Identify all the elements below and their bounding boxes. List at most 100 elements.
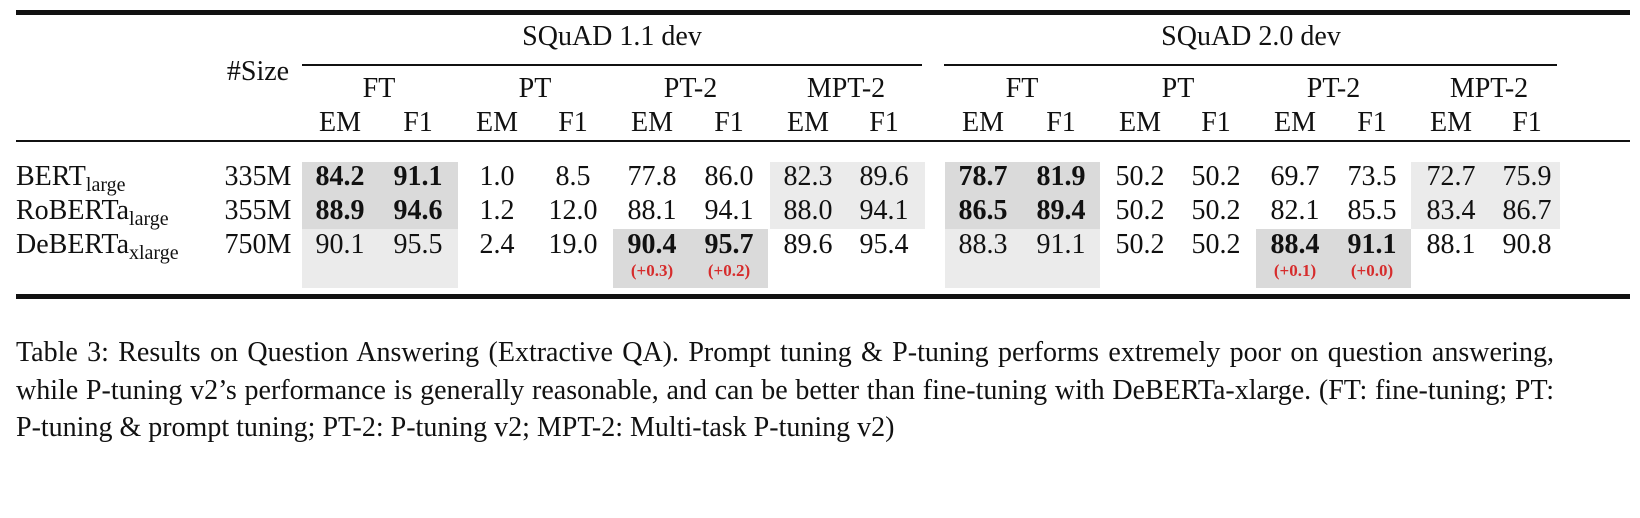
table-cell: 1.0	[479, 161, 515, 192]
metric-header: F1	[1201, 107, 1231, 138]
table-cell: 12.0	[548, 195, 598, 226]
metric-header: EM	[1119, 107, 1161, 138]
method-header: FT	[362, 73, 396, 104]
table-cell: 91.1	[393, 161, 443, 192]
table-cell: 86.0	[704, 161, 754, 192]
shade-region	[945, 229, 1100, 288]
table-cell: 95.5	[393, 229, 443, 260]
top-rule	[16, 10, 1630, 15]
table-cell: 95.4	[859, 229, 909, 260]
table-cell: 50.2	[1191, 195, 1241, 226]
table-cell: 78.7	[958, 161, 1008, 192]
method-header: PT-2	[1306, 73, 1361, 104]
table-caption: Table 3: Results on Question Answering (…	[16, 337, 1554, 443]
table-cell: 84.2	[315, 161, 365, 192]
table-cell: 90.8	[1502, 229, 1552, 260]
model-name-subscript: large	[85, 174, 126, 196]
metric-header: F1	[1357, 107, 1387, 138]
model-name: BERTlarge	[16, 162, 126, 200]
improvement-delta: (+0.2)	[707, 261, 751, 280]
table-cell: 90.1	[315, 229, 365, 260]
table-cell: 86.7	[1502, 195, 1552, 226]
table-cell: 94.1	[704, 195, 754, 226]
model-name: RoBERTalarge	[16, 196, 169, 234]
method-header: FT	[1005, 73, 1039, 104]
table-cell: 91.1	[1036, 229, 1086, 260]
metric-header: EM	[1274, 107, 1316, 138]
model-name-subscript: xlarge	[129, 242, 179, 264]
shade-region	[302, 229, 458, 288]
shade-region	[613, 229, 768, 288]
dataset-header: SQuAD 2.0 dev	[1161, 21, 1341, 52]
shade-region	[770, 162, 925, 229]
table-cell: 86.5	[958, 195, 1008, 226]
metric-header: F1	[714, 107, 744, 138]
metric-header: F1	[558, 107, 588, 138]
method-header: PT	[518, 73, 552, 104]
table-cell: 8.5	[555, 161, 591, 192]
metric-header: EM	[319, 107, 361, 138]
model-size: 750M	[224, 229, 292, 260]
table-cell: 50.2	[1115, 229, 1165, 260]
model-name-base: BERT	[16, 161, 86, 192]
table-cell: 69.7	[1270, 161, 1320, 192]
model-size: 355M	[224, 195, 292, 226]
table-cell: 19.0	[548, 229, 598, 260]
dataset-header: SQuAD 1.1 dev	[522, 21, 702, 52]
table-cell: 77.8	[627, 161, 677, 192]
size-column-header: #Size	[226, 56, 290, 87]
method-header: PT	[1161, 73, 1195, 104]
table-cell: 88.3	[958, 229, 1008, 260]
table-cell: 50.2	[1191, 161, 1241, 192]
table-cell: 75.9	[1502, 161, 1552, 192]
table-cell: 82.3	[783, 161, 833, 192]
method-header: MPT-2	[806, 73, 886, 104]
model-name-base: DeBERTa	[16, 229, 129, 260]
table-cell: 88.0	[783, 195, 833, 226]
metric-header: EM	[631, 107, 673, 138]
table-cell: 91.1	[1347, 229, 1397, 260]
bottom-rule	[16, 294, 1630, 299]
model-name-subscript: large	[129, 208, 169, 230]
table-cell: 1.2	[479, 195, 515, 226]
shade-region	[1411, 162, 1560, 229]
table-cell: 90.4	[627, 229, 677, 260]
shade-region	[1256, 229, 1411, 288]
table-cell: 88.9	[315, 195, 365, 226]
metric-header: EM	[1430, 107, 1472, 138]
shade-region	[945, 162, 1100, 229]
table-cell: 94.6	[393, 195, 443, 226]
shade-region	[302, 162, 458, 229]
metric-header: EM	[962, 107, 1004, 138]
metric-header: F1	[869, 107, 899, 138]
dataset-underline	[944, 64, 1557, 66]
metric-header: EM	[787, 107, 829, 138]
table-cell: 95.7	[704, 229, 754, 260]
method-header: PT-2	[663, 73, 718, 104]
table-cell: 50.2	[1191, 229, 1241, 260]
method-header: MPT-2	[1449, 73, 1529, 104]
metric-header: F1	[403, 107, 433, 138]
table-cell: 82.1	[1270, 195, 1320, 226]
model-size: 335M	[224, 161, 292, 192]
header-rule	[16, 140, 1630, 142]
table-cell: 72.7	[1426, 161, 1476, 192]
table-cell: 88.1	[627, 195, 677, 226]
table-cell: 89.6	[783, 229, 833, 260]
table-cell: 94.1	[859, 195, 909, 226]
improvement-delta: (+0.1)	[1273, 261, 1317, 280]
table-cell: 50.2	[1115, 161, 1165, 192]
table-cell: 88.4	[1270, 229, 1320, 260]
dataset-underline	[302, 64, 922, 66]
table-cell: 85.5	[1347, 195, 1397, 226]
table-cell: 89.6	[859, 161, 909, 192]
metric-header: F1	[1046, 107, 1076, 138]
table-cell: 2.4	[479, 229, 515, 260]
metric-header: F1	[1512, 107, 1542, 138]
table-cell: 83.4	[1426, 195, 1476, 226]
table-cell: 89.4	[1036, 195, 1086, 226]
model-name-base: RoBERTa	[16, 195, 130, 226]
improvement-delta: (+0.3)	[630, 261, 674, 280]
model-name: DeBERTaxlarge	[16, 230, 179, 268]
improvement-delta: (+0.0)	[1350, 261, 1394, 280]
